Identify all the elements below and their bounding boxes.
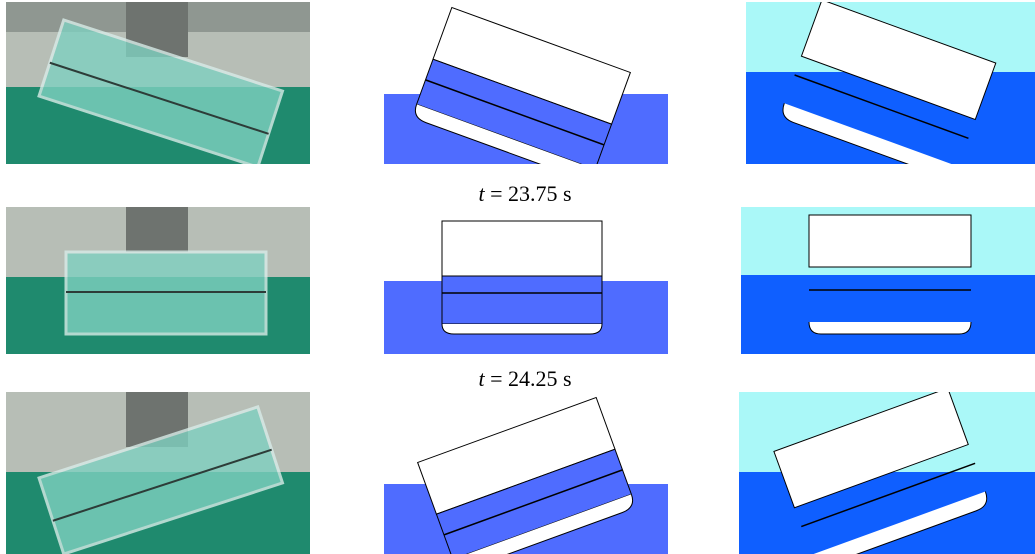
experiment-photo-row1 bbox=[6, 2, 310, 164]
simulation-panel-row3 bbox=[384, 392, 668, 554]
two-phase-panel-row2 bbox=[741, 207, 1035, 354]
simulation-panel-row1 bbox=[384, 2, 668, 164]
experiment-photo-row2 bbox=[6, 207, 310, 354]
simulation-panel-row2 bbox=[384, 207, 668, 354]
experiment-photo-row3 bbox=[6, 392, 310, 554]
time-caption-2: t = 24.25 s bbox=[478, 366, 572, 391]
time-caption-1: t = 23.75 s bbox=[478, 181, 572, 206]
two-phase-panel-row1 bbox=[746, 2, 1035, 164]
two-phase-panel-row3 bbox=[739, 392, 1035, 554]
